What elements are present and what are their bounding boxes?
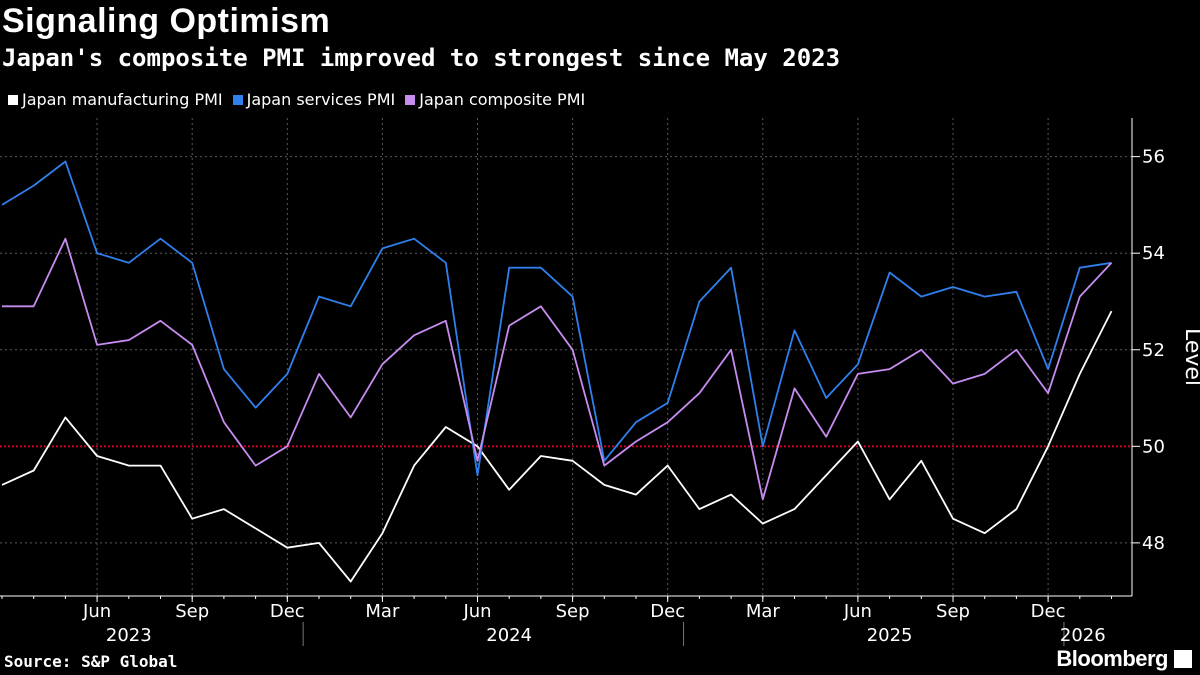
x-tick-label: Sep — [556, 601, 590, 622]
series-layer — [1, 160, 1113, 583]
x-tick-label: Jun — [462, 601, 491, 622]
legend-item-services: Japan services PMI — [232, 90, 396, 109]
chart-title: Signaling Optimism — [2, 2, 331, 40]
y-tick-label: 56 — [1142, 147, 1165, 168]
source-note: Source: S&P Global — [4, 652, 178, 671]
x-tick-label: Sep — [175, 601, 209, 622]
y-tick-label: 52 — [1142, 340, 1165, 361]
legend: Japan manufacturing PMI Japan services P… — [8, 90, 595, 109]
x-tick-label: Dec — [270, 601, 305, 622]
chart-subtitle: Japan's composite PMI improved to strong… — [2, 44, 841, 72]
services-pmi-line — [1, 160, 1112, 477]
legend-swatch-composite — [405, 94, 416, 105]
y-tick-label: 54 — [1142, 243, 1165, 264]
bloomberg-logo: Bloomberg — [1056, 646, 1168, 671]
x-year-label: 2024 — [486, 625, 532, 646]
x-tick-label: Mar — [365, 601, 400, 622]
y-axis-label: Level — [1180, 328, 1200, 386]
grid-layer — [0, 118, 1132, 596]
bloomberg-mark-icon — [1174, 650, 1192, 668]
x-year-label: 2023 — [106, 625, 152, 646]
x-tick-label: Sep — [936, 601, 970, 622]
x-year-label: 2026 — [1060, 625, 1106, 646]
x-year-label: 2025 — [867, 625, 913, 646]
x-tick-label: Dec — [1031, 601, 1066, 622]
x-tick-label: Dec — [650, 601, 685, 622]
y-tick-label: 48 — [1142, 533, 1165, 554]
legend-swatch-manufacturing — [8, 94, 18, 105]
legend-label-services: Japan services PMI — [246, 90, 396, 109]
composite-pmi-line — [2, 237, 1113, 501]
x-tick-label: Jun — [82, 601, 111, 622]
manufacturing-pmi-line — [1, 310, 1113, 583]
axis-layer — [0, 118, 1140, 646]
legend-label-manufacturing: Japan manufacturing PMI — [22, 90, 223, 109]
legend-label-composite: Japan composite PMI — [419, 90, 586, 109]
y-tick-label: 50 — [1142, 436, 1165, 457]
legend-item-manufacturing: Japan manufacturing PMI — [8, 90, 223, 109]
legend-item-composite: Japan composite PMI — [405, 90, 585, 109]
label-layer: 48 50 52 54 56 Jun Sep Dec Mar Jun Sep Dec Mar Jun Sep… — [82, 147, 1200, 646]
x-tick-label: Mar — [746, 601, 781, 622]
x-tick-label: Jun — [843, 601, 872, 622]
legend-swatch-services — [232, 94, 243, 105]
